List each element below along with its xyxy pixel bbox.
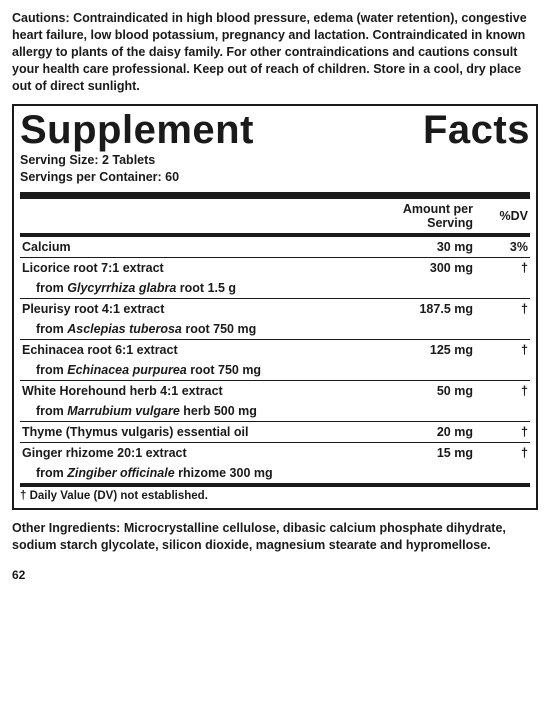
ingredient-amount: 125 mg: [365, 340, 475, 360]
ingredient-dv: †: [475, 258, 530, 278]
table-row: Ginger rhizome 20:1 extract15 mg†: [20, 443, 530, 463]
divider-thick-top: [20, 192, 530, 199]
ingredient-name: Ginger rhizome 20:1 extract: [20, 443, 365, 463]
ingredient-name: Licorice root 7:1 extract: [20, 258, 365, 278]
col-amount: Amount per Serving: [365, 199, 475, 233]
ingredient-dv: †: [475, 443, 530, 463]
table-row: Licorice root 7:1 extract300 mg†: [20, 258, 530, 278]
ingredient-dv: †: [475, 422, 530, 442]
table-row: White Horehound herb 4:1 extract50 mg†: [20, 381, 530, 401]
table-row: from Echinacea purpurea root 750 mg: [20, 360, 530, 380]
facts-table: Amount per Serving %DV: [20, 199, 530, 233]
ingredient-dv: †: [475, 299, 530, 319]
other-label: Other Ingredients:: [12, 521, 124, 535]
title-word-2: Facts: [423, 110, 530, 150]
serving-size: Serving Size: 2 Tablets: [20, 152, 530, 169]
ingredient-amount: 50 mg: [365, 381, 475, 401]
ingredient-source: from Glycyrrhiza glabra root 1.5 g: [20, 278, 530, 298]
table-row: from Zingiber officinale rhizome 300 mg: [20, 463, 530, 483]
title-word-1: Supplement: [20, 110, 254, 150]
ingredient-amount: 15 mg: [365, 443, 475, 463]
table-row: Thyme (Thymus vulgaris) essential oil20 …: [20, 422, 530, 442]
col-dv: %DV: [475, 199, 530, 233]
ingredient-source: from Marrubium vulgare herb 500 mg: [20, 401, 530, 421]
col-blank: [20, 199, 365, 233]
table-row: Calcium30 mg3%: [20, 237, 530, 257]
supplement-facts-title: Supplement Facts: [20, 110, 530, 150]
dv-footnote: † Daily Value (DV) not established.: [20, 487, 530, 502]
ingredient-name: White Horehound herb 4:1 extract: [20, 381, 365, 401]
ingredient-amount: 300 mg: [365, 258, 475, 278]
table-row: Pleurisy root 4:1 extract187.5 mg†: [20, 299, 530, 319]
table-row: from Asclepias tuberosa root 750 mg: [20, 319, 530, 339]
cautions-text: Contraindicated in high blood pressure, …: [12, 11, 527, 93]
page-number: 62: [12, 568, 538, 582]
ingredient-source: from Echinacea purpurea root 750 mg: [20, 360, 530, 380]
ingredient-name: Calcium: [20, 237, 365, 257]
ingredient-dv: †: [475, 340, 530, 360]
ingredient-amount: 187.5 mg: [365, 299, 475, 319]
ingredient-amount: 20 mg: [365, 422, 475, 442]
servings-per-container: Servings per Container: 60: [20, 169, 530, 186]
ingredient-name: Pleurisy root 4:1 extract: [20, 299, 365, 319]
facts-table-body: Calcium30 mg3%Licorice root 7:1 extract3…: [20, 237, 530, 483]
ingredient-name: Thyme (Thymus vulgaris) essential oil: [20, 422, 365, 442]
table-row: Echinacea root 6:1 extract125 mg†: [20, 340, 530, 360]
ingredient-amount: 30 mg: [365, 237, 475, 257]
ingredient-source: from Zingiber officinale rhizome 300 mg: [20, 463, 530, 483]
table-row: from Glycyrrhiza glabra root 1.5 g: [20, 278, 530, 298]
ingredient-source: from Asclepias tuberosa root 750 mg: [20, 319, 530, 339]
cautions-block: Cautions: Contraindicated in high blood …: [12, 10, 538, 94]
other-ingredients: Other Ingredients: Microcrystalline cell…: [12, 520, 538, 554]
ingredient-dv: 3%: [475, 237, 530, 257]
cautions-label: Cautions:: [12, 11, 70, 25]
ingredient-name: Echinacea root 6:1 extract: [20, 340, 365, 360]
supplement-facts-panel: Supplement Facts Serving Size: 2 Tablets…: [12, 104, 538, 510]
ingredient-dv: †: [475, 381, 530, 401]
table-row: from Marrubium vulgare herb 500 mg: [20, 401, 530, 421]
